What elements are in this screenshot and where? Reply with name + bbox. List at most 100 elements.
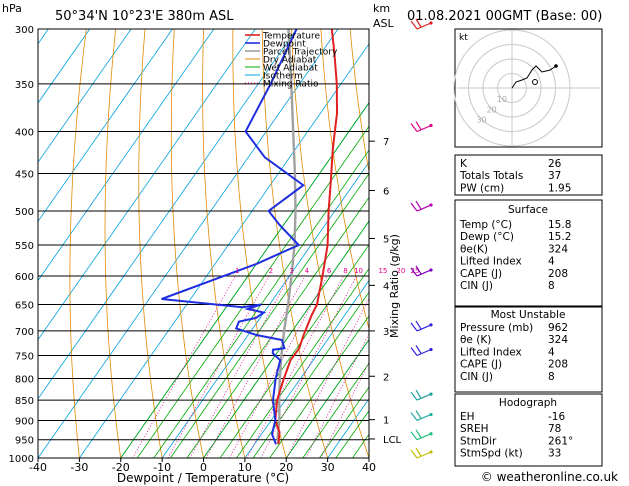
km-tick-label: 1 (383, 416, 389, 427)
wind-barb-flag (415, 265, 422, 275)
surface-row-value: 4 (548, 256, 555, 268)
unstable-row-label: Pressure (mb) (460, 322, 533, 334)
hodograph-ring-label: 30 (476, 115, 486, 124)
x-tick-label: -40 (29, 461, 47, 474)
legend-item: Wet Adiabat (263, 64, 318, 74)
wind-barb-flag (415, 447, 422, 457)
surface-row-value: 208 (548, 268, 568, 280)
pressure-tick-label: 750 (15, 351, 34, 362)
surface-row-label: Temp (°C) (459, 219, 512, 231)
x-tick-label: 20 (279, 461, 293, 474)
mixing-ratio-axis-label: Mixing Ratio (g/kg) (388, 234, 401, 338)
wet-adiabat-line (269, 315, 369, 458)
wind-barb-tip (429, 412, 433, 417)
x-tick-label: -10 (153, 461, 171, 474)
dry-adiabat-line (69, 29, 87, 458)
surface-box (454, 199, 603, 307)
unstable-row-value: 324 (548, 334, 568, 346)
pressure-tick-label: 650 (15, 301, 34, 312)
hodo-row-label: SREH (460, 423, 489, 435)
wet-adiabat-line (319, 386, 369, 458)
pressure-tick-label: 450 (15, 169, 34, 180)
top-indices-box (454, 154, 603, 196)
km-tick-label: 3 (383, 327, 389, 338)
wet-adiabat-line (285, 338, 369, 458)
wind-barb-flag (410, 347, 418, 356)
surface-row-label: θe(K) (460, 243, 488, 255)
isotherm-line (0, 29, 7, 458)
unstable-box (454, 306, 603, 393)
pressure-tick-label: 500 (15, 207, 34, 218)
hodo-row-value: 78 (548, 423, 561, 435)
unstable-title: Most Unstable (491, 309, 566, 321)
wind-barb-staff (416, 348, 432, 357)
wet-adiabat-line (120, 101, 369, 458)
hodo-row-value: 33 (548, 448, 561, 460)
unstable-row-value: 208 (548, 359, 568, 371)
legend-item: Dewpoint (263, 40, 306, 50)
dry-adiabat-line (104, 29, 122, 458)
isobar-lines (38, 29, 369, 458)
surface-row-label: CIN (J) (460, 280, 493, 292)
storm-motion-marker (532, 79, 538, 85)
wind-barb-flag (410, 449, 418, 459)
index-value: 37 (548, 170, 561, 182)
wet-adiabat-line (153, 149, 369, 458)
wind-barb-flag (410, 20, 418, 30)
pressure-tick-label: 700 (15, 327, 34, 338)
mixing-ratio-line (286, 297, 369, 458)
wind-barb-flag (410, 412, 418, 421)
wind-barb-tip (429, 450, 433, 454)
x-axis-label: Dewpoint / Temperature (°C) (117, 471, 289, 485)
wind-barb-flag (410, 267, 418, 277)
surface-row-value: 15.8 (548, 219, 571, 231)
wind-barb-staff (416, 433, 432, 441)
wind-barbs (410, 18, 433, 459)
wet-adiabat-line (335, 409, 369, 458)
dry-adiabat-line (138, 29, 163, 458)
isotherm-line (38, 29, 132, 163)
wind-barb-flag (415, 200, 422, 210)
wind-barb-staff (416, 22, 432, 30)
pressure-tick-label: 950 (15, 436, 34, 447)
wind-barb-tip (429, 432, 433, 436)
km-tick-label: 5 (383, 234, 389, 245)
dry-adiabat-line (349, 29, 369, 175)
mixing-ratio-label: 15 (378, 267, 387, 275)
mixing-ratio-label: 4 (305, 267, 310, 275)
surface-title: Surface (508, 204, 548, 216)
asl-label: ASL (373, 17, 395, 30)
mixing-ratio-line (167, 275, 270, 458)
mixing-ratio-label: 1 (235, 267, 239, 275)
mixing-ratio-line (132, 275, 236, 458)
surface-row-label: CAPE (J) (460, 268, 502, 280)
wind-barb-staff (416, 269, 432, 277)
km-tick-label: 6 (383, 186, 389, 197)
x-tick-label: 10 (238, 461, 252, 474)
wind-barb-tip (429, 323, 433, 327)
hpa-axis-unit: hPa (2, 2, 22, 15)
unstable-row-label: Lifted Index (460, 346, 522, 358)
hodo-title: Hodograph (499, 397, 557, 409)
credit-text: © weatheronline.co.uk (481, 470, 618, 484)
wet-adiabat-line (302, 362, 369, 458)
wind-barb-flag (415, 410, 422, 419)
surface-row-label: Lifted Index (460, 256, 522, 268)
wind-barb-flag (410, 322, 418, 332)
isotherm-line (38, 29, 173, 223)
wind-barb-flag (415, 389, 422, 399)
unstable-row-value: 8 (548, 371, 555, 383)
wind-barb-flag (415, 320, 422, 330)
wind-barb-tip (429, 203, 433, 207)
surface-row-label: Dewp (°C) (460, 231, 514, 243)
hodograph-end (554, 64, 558, 68)
unstable-row-value: 962 (548, 322, 568, 334)
wind-barb-flag (415, 121, 422, 130)
mixing-ratio-label: 3 (289, 267, 293, 275)
mixing-ratio-labels: 1 2 3 4 6 8 10 15 20 25 (235, 267, 419, 275)
index-value: 1.95 (548, 182, 571, 194)
hodograph-trace (511, 65, 557, 89)
x-tick-label: -30 (70, 461, 88, 474)
